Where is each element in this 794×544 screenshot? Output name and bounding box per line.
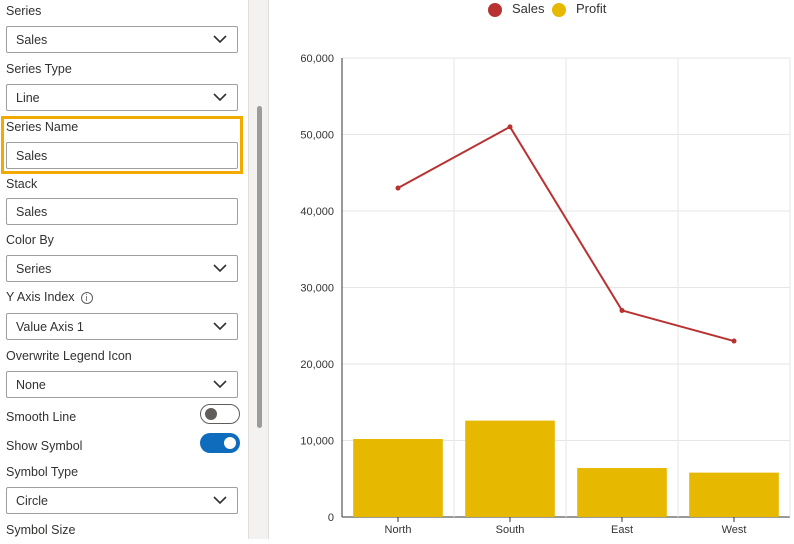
y-tick-label: 60,000 xyxy=(300,53,334,65)
legend-marker-icon xyxy=(488,3,502,17)
point-sales xyxy=(731,338,737,344)
series-type-label: Series Type xyxy=(6,62,72,76)
chevron-down-icon xyxy=(213,322,227,331)
legend-label: Sales xyxy=(512,1,545,16)
bar-profit xyxy=(465,420,555,517)
y-tick-label: 30,000 xyxy=(300,283,334,295)
stack-label: Stack xyxy=(6,177,38,191)
y-tick-label: 10,000 xyxy=(300,436,334,448)
panel-scrollbar[interactable] xyxy=(249,0,269,539)
chevron-down-icon xyxy=(213,93,227,102)
symbol-size-label: Symbol Size xyxy=(6,523,76,537)
series-value: Sales xyxy=(16,33,48,47)
y-axis-index-label-row: Y Axis Index i xyxy=(6,290,93,304)
color-by-dropdown[interactable]: Series xyxy=(6,255,238,282)
symbol-type-dropdown[interactable]: Circle xyxy=(6,487,238,514)
series-type-dropdown[interactable]: Line xyxy=(6,84,238,111)
series-settings-panel: Series Sales Series Type Line Series Nam… xyxy=(0,0,249,539)
bar-profit xyxy=(577,468,667,517)
color-by-label: Color By xyxy=(6,233,54,247)
overwrite-legend-icon-dropdown[interactable]: None xyxy=(6,371,238,398)
smooth-line-label: Smooth Line xyxy=(6,410,77,424)
y-tick-label: 40,000 xyxy=(300,206,334,218)
chevron-down-icon xyxy=(213,264,227,273)
show-symbol-toggle[interactable] xyxy=(200,433,240,453)
show-symbol-label: Show Symbol xyxy=(6,439,83,453)
overwrite-legend-icon-value: None xyxy=(16,378,46,392)
series-name-highlight xyxy=(1,116,243,174)
combo-chart: 0 10,000 20,000 30,000 40,000 50,000 60,000 Nor… xyxy=(300,1,791,536)
line-sales xyxy=(397,125,735,343)
y-tick-label: 0 xyxy=(328,512,334,524)
color-by-value: Series xyxy=(16,262,52,276)
y-axis-index-label: Y Axis Index xyxy=(6,290,75,304)
point-sales xyxy=(619,307,625,313)
stack-input[interactable]: Sales xyxy=(6,198,238,225)
series-label: Series xyxy=(6,4,42,18)
point-sales xyxy=(395,185,401,191)
series-type-value: Line xyxy=(16,91,40,105)
toggle-knob xyxy=(205,408,217,420)
info-icon[interactable]: i xyxy=(80,291,93,304)
series-dropdown[interactable]: Sales xyxy=(6,26,238,53)
x-tick-label: South xyxy=(496,524,525,536)
y-axis-index-value: Value Axis 1 xyxy=(16,320,84,334)
symbol-type-value: Circle xyxy=(16,494,48,508)
legend-label: Profit xyxy=(576,1,607,16)
symbol-type-label: Symbol Type xyxy=(6,465,79,479)
chevron-down-icon xyxy=(213,35,227,44)
chevron-down-icon xyxy=(213,496,227,505)
x-tick-label: West xyxy=(722,524,747,536)
overwrite-legend-icon-label: Overwrite Legend Icon xyxy=(6,349,132,363)
smooth-line-toggle[interactable] xyxy=(200,404,240,424)
chart-area: 0 10,000 20,000 30,000 40,000 50,000 60,000 Nor… xyxy=(269,0,794,539)
stack-value: Sales xyxy=(16,205,48,219)
bar-profit xyxy=(689,472,779,517)
x-tick-label: East xyxy=(611,524,633,536)
x-tick-label: North xyxy=(385,524,412,536)
y-tick-label: 20,000 xyxy=(300,359,334,371)
point-sales xyxy=(507,124,513,130)
series-name-value: Sales xyxy=(16,149,48,163)
legend-marker-icon xyxy=(552,3,566,17)
series-name-label: Series Name xyxy=(6,120,79,134)
toggle-knob xyxy=(224,437,236,449)
series-name-input[interactable]: Sales xyxy=(6,142,238,169)
bar-profit xyxy=(353,438,443,517)
y-axis-index-dropdown[interactable]: Value Axis 1 xyxy=(6,313,238,340)
scrollbar-thumb[interactable] xyxy=(257,106,262,428)
y-tick-label: 50,000 xyxy=(300,130,334,142)
chevron-down-icon xyxy=(213,380,227,389)
